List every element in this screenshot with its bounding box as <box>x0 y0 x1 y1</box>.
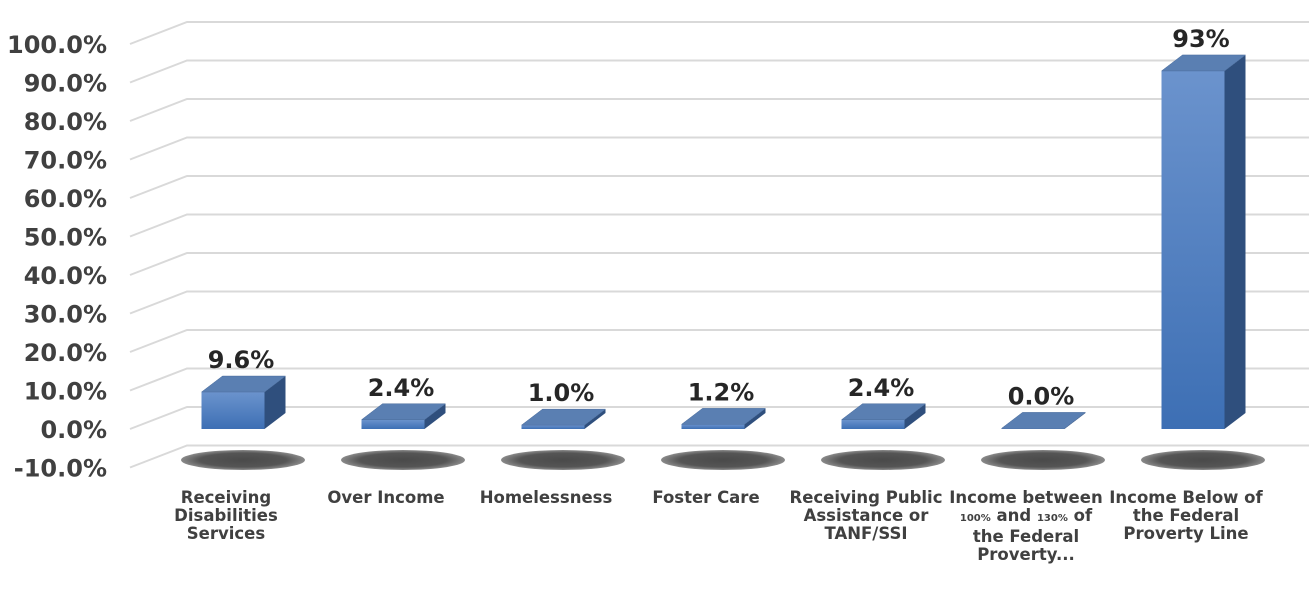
gridline <box>129 136 1309 161</box>
data-label: 0.0% <box>1008 382 1075 410</box>
gridline <box>129 329 1309 353</box>
data-labels: 9.6% 2.4% 1.0% 1.2% 2.4% 0.0% 93% <box>208 25 1230 410</box>
data-label: 2.4% <box>368 374 435 402</box>
floor-shadows <box>181 450 1265 470</box>
gridline <box>129 213 1309 238</box>
y-axis-ticks: -10.0% 0.0% 10.0% 20.0% 30.0% 40.0% 50.0% 60.0%… <box>7 31 107 483</box>
bar <box>200 375 287 429</box>
x-category-label: Foster Care <box>652 488 760 507</box>
y-tick-label: 0.0% <box>40 416 107 444</box>
y-tick-label: 30.0% <box>24 301 107 329</box>
bar-shadow <box>661 450 785 470</box>
bar-shadow <box>981 450 1105 470</box>
bar-shadow <box>181 450 305 470</box>
bar-shadow <box>341 450 465 470</box>
y-tick-label: 10.0% <box>24 378 107 406</box>
y-tick-label: 20.0% <box>24 339 107 367</box>
data-label: 2.4% <box>848 374 915 402</box>
bar <box>1160 54 1247 429</box>
y-tick-label: 100.0% <box>7 31 107 59</box>
x-category-label: Receiving Disabilities Services <box>174 488 278 543</box>
y-tick-label: 40.0% <box>24 262 107 290</box>
bar <box>360 403 447 429</box>
gridline <box>129 290 1309 315</box>
gridline <box>129 406 1309 430</box>
bars <box>200 54 1247 429</box>
y-tick-label: 50.0% <box>24 224 107 252</box>
y-tick-label: 70.0% <box>24 147 107 175</box>
gridline <box>129 175 1309 199</box>
data-label: 93% <box>1172 25 1229 53</box>
x-category-label: Income Below of the Federal Proverty Lin… <box>1109 488 1263 543</box>
data-label: 1.0% <box>528 379 595 407</box>
bar <box>1000 412 1087 429</box>
bar-shadow <box>501 450 625 470</box>
y-tick-label: -10.0% <box>14 455 107 483</box>
gridline <box>129 98 1309 122</box>
bar <box>840 403 927 429</box>
gridline <box>129 367 1309 392</box>
bar-shadow <box>821 450 945 470</box>
y-tick-label: 80.0% <box>24 108 107 136</box>
bar-shadow <box>1141 450 1265 470</box>
y-tick-label: 90.0% <box>24 70 107 98</box>
gridline <box>129 252 1309 276</box>
gridline <box>129 59 1309 84</box>
x-category-label: Receiving Public Assistance or TANF/SSI <box>789 488 943 543</box>
data-label: 9.6% <box>208 346 275 374</box>
gridline <box>129 444 1309 469</box>
bar <box>680 408 767 429</box>
gridline <box>129 21 1309 45</box>
gridlines <box>129 21 1309 469</box>
x-category-label: Over Income <box>327 488 445 507</box>
bar <box>520 408 607 429</box>
x-category-label: Homelessness <box>479 488 613 507</box>
data-label: 1.2% <box>688 378 755 406</box>
x-category-label: Income between 100% and 130% of the Fede… <box>949 488 1103 564</box>
y-tick-label: 60.0% <box>24 185 107 213</box>
